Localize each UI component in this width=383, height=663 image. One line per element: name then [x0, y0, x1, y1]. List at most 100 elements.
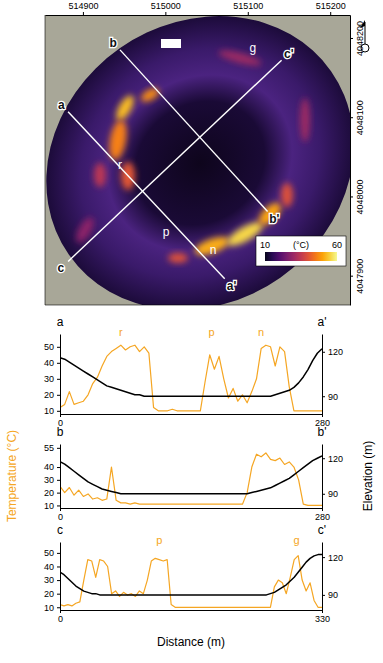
- feature-label: g: [249, 41, 256, 55]
- axis-line: [322, 445, 323, 509]
- colorbar: 1060(°C): [256, 236, 346, 266]
- transect-label: b': [269, 212, 279, 226]
- temperature-line: [60, 453, 322, 505]
- tick-label: 30: [44, 374, 54, 384]
- tick: 90: [322, 392, 338, 402]
- thermal-image: [45, 15, 350, 305]
- transect-line: [120, 50, 268, 212]
- feature-label: p: [163, 225, 170, 239]
- elevation-line: [60, 349, 322, 396]
- colorbar-tick-label: 60: [332, 240, 342, 250]
- tick-label: 514900: [68, 1, 98, 11]
- tick: 515200: [316, 1, 346, 15]
- x-axis: 514900515000515100515200: [46, 1, 351, 16]
- transect-line: [68, 60, 282, 261]
- tick-label: 4048000: [355, 179, 365, 214]
- axis-line: [60, 543, 61, 611]
- tick: 90: [322, 590, 338, 600]
- tick: 50: [44, 548, 60, 558]
- transect-label: c': [284, 47, 294, 61]
- tick-label: 280: [315, 512, 330, 522]
- tick-mark: [57, 467, 60, 468]
- tick-mark: [322, 414, 323, 417]
- frame-bottom: [45, 305, 350, 306]
- tick-label: 515100: [233, 1, 263, 11]
- tick-mark: [350, 38, 353, 39]
- tick-mark: [57, 480, 60, 481]
- transect-label: b: [110, 36, 117, 50]
- tick: 10: [44, 603, 60, 613]
- tick: 515100: [233, 1, 263, 15]
- hot-zone: [168, 253, 188, 263]
- transect-label: a': [227, 279, 237, 293]
- tick: 514900: [68, 1, 98, 15]
- tick-label: 20: [44, 589, 54, 599]
- hot-zone: [281, 183, 293, 207]
- tick: 30: [44, 374, 60, 384]
- tick-label: 20: [44, 488, 54, 498]
- tick-label: 90: [328, 590, 338, 600]
- axis-line: [46, 15, 351, 16]
- tick-label: 30: [44, 475, 54, 485]
- tick-mark: [57, 363, 60, 364]
- y-axis-title: Temperature (°C): [5, 430, 19, 522]
- colorbar-tick-label: 10: [260, 240, 270, 250]
- tick-mark: [322, 557, 325, 558]
- tick-mark: [60, 610, 61, 613]
- y-axis-left: 1020304050: [44, 335, 61, 417]
- hot-zone: [113, 93, 137, 123]
- hot-zone: [94, 163, 106, 187]
- axis-line: [350, 16, 351, 306]
- feature-annotation: n: [258, 326, 264, 338]
- tick-label: 50: [44, 548, 54, 558]
- x-axis: 0330: [58, 610, 330, 624]
- tick-mark: [57, 505, 60, 506]
- tick-label: 40: [44, 462, 54, 472]
- white-spot: [161, 39, 181, 48]
- plot-area: [60, 453, 322, 505]
- tick: 280: [315, 508, 330, 522]
- tick-mark: [57, 607, 60, 608]
- temperature-line: [60, 345, 322, 411]
- tick-label: 30: [44, 575, 54, 585]
- tick-label: 4048200: [355, 21, 365, 56]
- transect-end-label: c': [318, 523, 326, 537]
- tick-label: 4048100: [355, 100, 365, 135]
- tick-mark: [57, 379, 60, 380]
- tick-mark: [322, 396, 325, 397]
- y-axis-right: 90 120: [322, 335, 343, 415]
- tick-mark: [322, 595, 325, 596]
- profile-panel: 1020304055901200280bb': [44, 425, 343, 522]
- tick-mark: [57, 411, 60, 412]
- tick-mark: [350, 117, 353, 118]
- tick: 330: [315, 610, 330, 624]
- frame-left: [45, 15, 46, 305]
- transect-end-label: b: [57, 425, 64, 439]
- tick: 120: [322, 454, 343, 464]
- feature-label: r: [118, 158, 122, 172]
- tick-mark: [248, 12, 249, 15]
- feature-label: n: [210, 243, 217, 257]
- colorbar-box: [256, 236, 346, 266]
- axis-line: [61, 610, 323, 611]
- tick-label: 90: [328, 392, 338, 402]
- tick-label: 120: [328, 454, 343, 464]
- colorbar-gradient: [265, 252, 337, 261]
- axis-line: [61, 508, 323, 509]
- tick-label: 10: [44, 501, 54, 511]
- x-axis-title: Distance (m): [157, 635, 225, 649]
- tick-label: 50: [44, 342, 54, 352]
- tick-mark: [350, 196, 353, 197]
- y-axis-left: 1020304050: [44, 543, 61, 613]
- hot-zone: [193, 233, 232, 258]
- plot-area: [60, 555, 322, 608]
- tick: 20: [44, 488, 60, 498]
- tick-label: 10: [44, 603, 54, 613]
- tick: 120: [322, 347, 343, 357]
- tick-mark: [57, 493, 60, 494]
- tick-mark: [322, 352, 325, 353]
- tick: 0: [58, 508, 63, 522]
- tick-mark: [57, 580, 60, 581]
- tick-mark: [322, 494, 325, 495]
- profile-panel: 1020304050901200280aa'rpn: [44, 315, 343, 428]
